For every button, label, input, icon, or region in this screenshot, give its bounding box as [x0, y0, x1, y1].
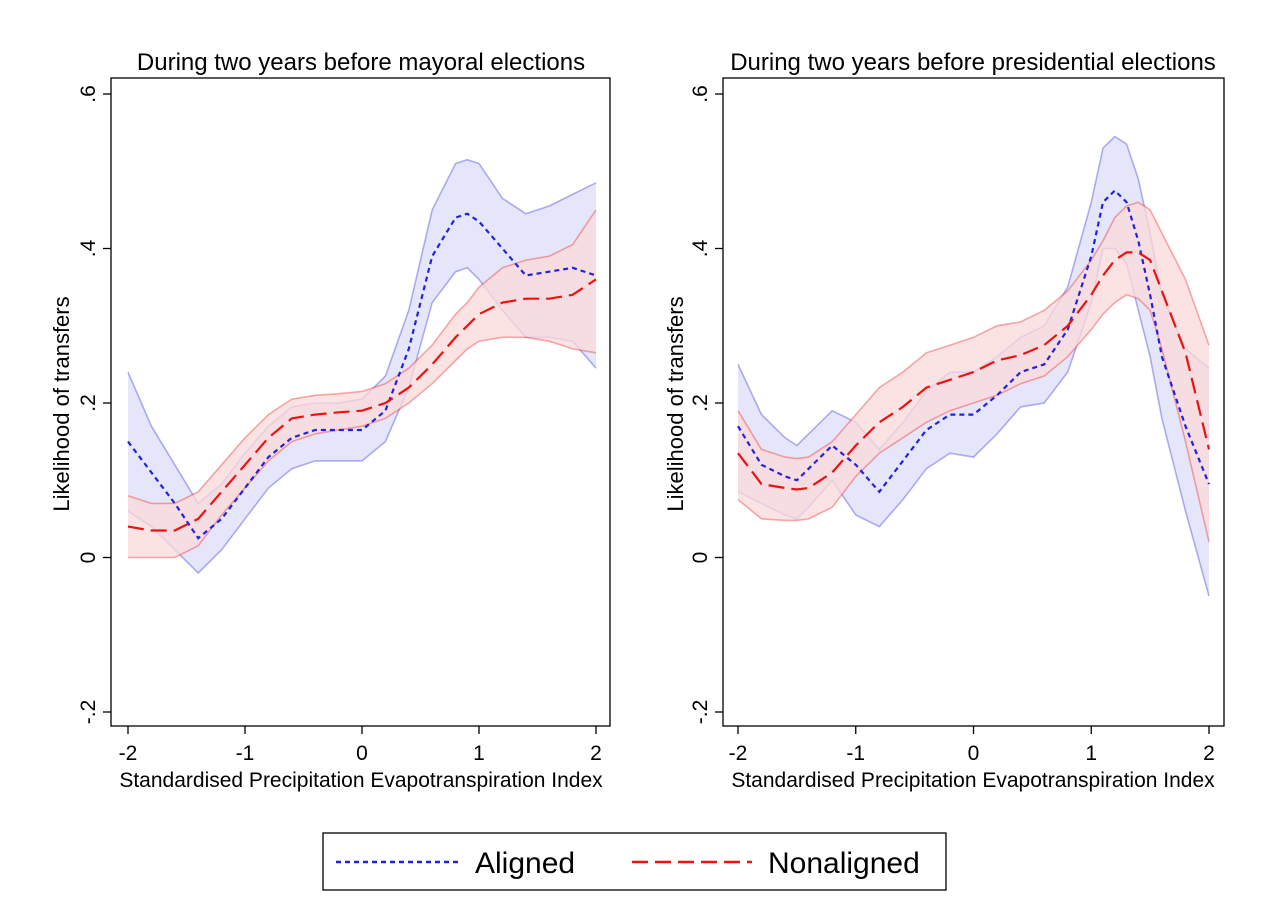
ci-upper-nonaligned — [127, 209, 597, 505]
x-tick-label: -2 — [119, 742, 138, 765]
y-tick-label: .4 — [77, 239, 100, 257]
y-tick-label: .2 — [77, 394, 100, 412]
x-tick-label: 1 — [1085, 742, 1097, 765]
y-tick-label: .4 — [689, 239, 712, 257]
x-axis-label: Standardised Precipitation Evapotranspir… — [731, 769, 1215, 792]
y-tick-label: .6 — [77, 85, 100, 103]
series-line-nonaligned — [127, 278, 597, 532]
legend-label-nonaligned: Nonaligned — [768, 847, 920, 880]
y-tick-label: .2 — [689, 394, 712, 412]
x-tick-label: -1 — [236, 742, 255, 765]
x-tick-label: 2 — [590, 742, 602, 765]
plot-frame — [110, 77, 611, 727]
legend: Aligned Nonaligned — [322, 832, 947, 891]
x-tick-label: 0 — [356, 742, 368, 765]
series-line-aligned — [737, 189, 1211, 494]
y-tick-label: 0 — [77, 552, 100, 564]
y-tick-label: .6 — [689, 85, 712, 103]
panel-mayoral: During two years before mayoral election… — [49, 49, 611, 792]
series-line-aligned — [127, 212, 597, 540]
x-tick-label: -2 — [729, 742, 748, 765]
x-tick-label: 1 — [473, 742, 485, 765]
legend-label-aligned: Aligned — [475, 847, 575, 880]
ci-upper-nonaligned — [737, 201, 1210, 460]
ci-lower-nonaligned — [128, 336, 597, 559]
y-tick-label: 0 — [689, 552, 712, 564]
panel-presidential: During two years before presidential ele… — [663, 49, 1225, 792]
x-tick-label: 0 — [968, 742, 980, 765]
y-axis-label: Likelihood of transfers — [663, 296, 688, 511]
x-axis-label: Standardised Precipitation Evapotranspir… — [119, 769, 603, 792]
panel-title: During two years before mayoral election… — [137, 49, 585, 76]
x-tick-label: 2 — [1203, 742, 1215, 765]
ci-lower-nonaligned — [737, 293, 1210, 543]
ci-band-nonaligned — [128, 209, 596, 558]
y-axis-label: Likelihood of transfers — [49, 296, 74, 511]
y-tick-label: -.2 — [77, 700, 100, 725]
y-tick-label: -.2 — [689, 700, 712, 725]
panel-title: During two years before presidential ele… — [730, 49, 1216, 76]
x-tick-label: -1 — [846, 742, 865, 765]
